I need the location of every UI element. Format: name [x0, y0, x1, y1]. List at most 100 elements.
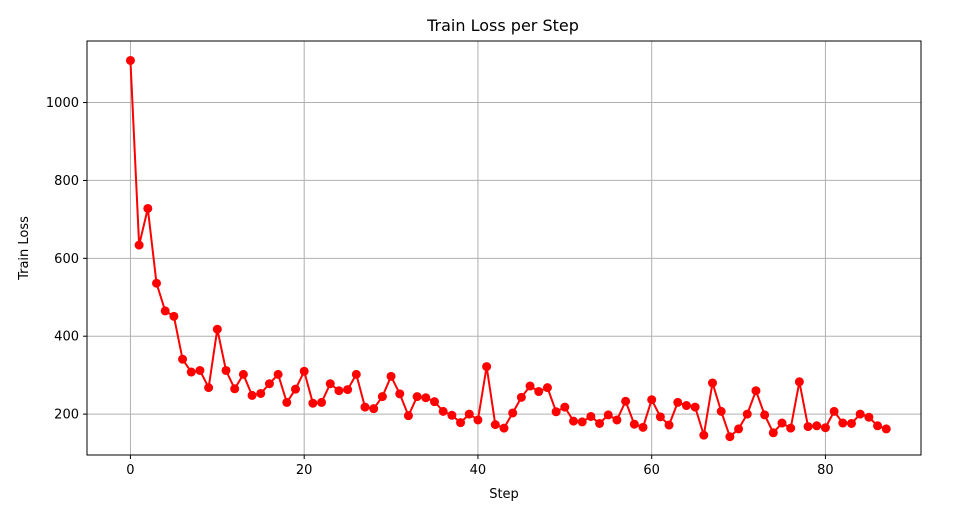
data-point: [847, 418, 856, 428]
data-point: [412, 392, 422, 402]
y-axis-label: Train Loss: [17, 216, 32, 281]
data-point: [760, 410, 770, 420]
data-point: [490, 420, 500, 430]
series-line: [129, 60, 887, 438]
data-point: [777, 418, 787, 428]
grid: [87, 41, 921, 455]
y-tick-label: 800: [54, 174, 79, 189]
data-point: [577, 417, 587, 427]
data-point: [881, 424, 891, 434]
data-point: [403, 411, 413, 421]
data-point: [751, 386, 761, 396]
data-point: [282, 397, 292, 407]
data-point: [829, 406, 839, 416]
data-point: [291, 384, 300, 394]
data-point: [273, 369, 283, 379]
data-point: [725, 432, 735, 442]
data-point: [395, 389, 405, 399]
data-point: [586, 411, 596, 421]
data-point: [152, 278, 161, 288]
data-point: [603, 410, 613, 420]
data-point: [664, 420, 674, 430]
data-point: [160, 306, 170, 316]
data-point: [629, 419, 639, 429]
data-point: [786, 423, 796, 433]
data-point: [334, 386, 344, 396]
data-point: [708, 378, 717, 388]
plot-frame: [86, 40, 922, 456]
data-point: [264, 379, 274, 389]
data-point: [716, 406, 726, 416]
data-point: [508, 408, 518, 418]
data-point: [551, 407, 561, 417]
data-point: [638, 422, 648, 432]
data-point: [612, 415, 622, 425]
series-layer: [125, 55, 891, 442]
data-point: [308, 398, 318, 408]
data-point: [143, 203, 153, 213]
data-point: [621, 396, 631, 406]
data-point: [430, 397, 439, 407]
data-point: [864, 412, 874, 422]
data-point: [456, 418, 466, 428]
data-point: [343, 385, 353, 395]
data-point: [238, 369, 248, 379]
data-point: [699, 430, 709, 440]
x-axis-label: Step: [489, 487, 519, 502]
axis-ticks: 0 20 40 60 80 200 400 600 800 1000: [46, 96, 834, 478]
x-tick-label: 40: [470, 463, 487, 478]
data-point: [464, 409, 474, 419]
data-point: [125, 55, 135, 65]
data-point: [178, 354, 188, 364]
data-point: [673, 397, 683, 407]
data-point: [386, 371, 396, 381]
data-point: [247, 390, 257, 400]
data-point: [447, 410, 457, 420]
data-point: [534, 387, 544, 397]
data-point: [134, 240, 144, 250]
data-point: [369, 404, 379, 414]
data-point: [812, 421, 822, 431]
data-point: [204, 383, 214, 393]
data-point: [655, 412, 665, 422]
data-point: [221, 365, 231, 375]
x-tick-label: 0: [126, 463, 134, 478]
data-point: [169, 311, 179, 321]
data-point: [473, 415, 483, 425]
data-point: [803, 422, 813, 432]
chart-title: Train Loss per Step: [426, 16, 579, 35]
data-point: [377, 392, 387, 402]
data-point: [195, 365, 205, 375]
data-point: [256, 388, 266, 398]
data-point: [317, 397, 327, 407]
data-point: [595, 418, 605, 428]
data-point: [742, 409, 752, 419]
data-point: [351, 369, 361, 379]
data-point: [681, 401, 691, 411]
data-point: [186, 367, 196, 377]
data-point: [838, 418, 848, 428]
data-point: [542, 383, 552, 393]
data-point: [212, 324, 222, 334]
x-tick-label: 60: [643, 463, 660, 478]
data-point: [438, 406, 448, 416]
data-point: [482, 362, 492, 372]
data-point: [516, 392, 526, 402]
data-point: [360, 402, 370, 412]
data-point: [768, 428, 778, 438]
data-point: [499, 423, 509, 433]
y-tick-label: 400: [54, 330, 79, 345]
data-point: [873, 421, 883, 431]
x-tick-label: 80: [817, 463, 834, 478]
data-point: [690, 402, 700, 412]
data-point: [230, 384, 240, 394]
y-tick-label: 1000: [46, 96, 79, 111]
data-point: [855, 409, 865, 419]
data-point: [560, 402, 570, 412]
data-point: [647, 395, 657, 405]
data-point: [325, 379, 335, 389]
y-tick-label: 600: [54, 252, 79, 267]
data-point: [820, 423, 830, 433]
x-tick-label: 20: [296, 463, 313, 478]
